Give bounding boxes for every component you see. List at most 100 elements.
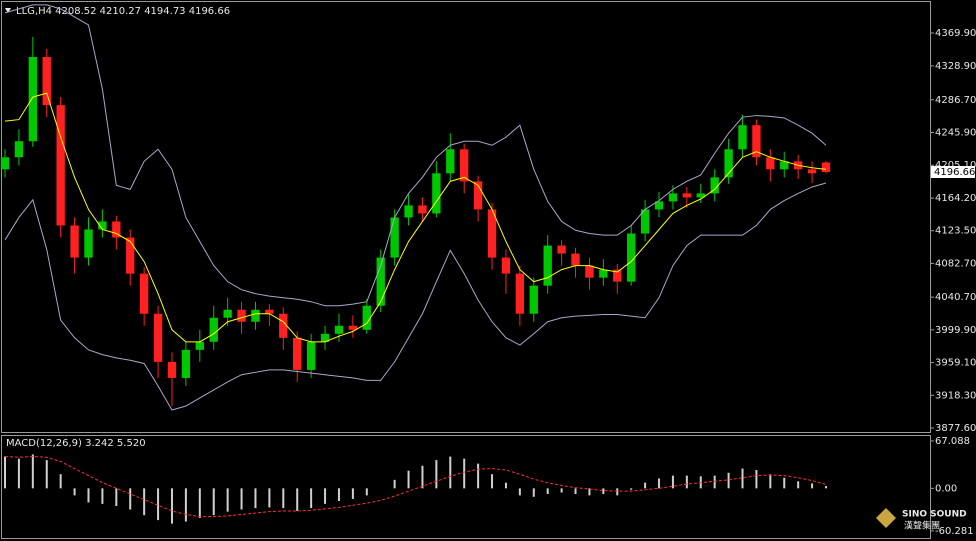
candle-body: [265, 309, 274, 314]
macd-bar: [463, 458, 466, 489]
macd-bar: [435, 460, 438, 489]
macd-bar: [17, 458, 20, 489]
macd-bar: [532, 488, 535, 497]
macd-bar: [825, 486, 827, 489]
macd-bar: [393, 479, 396, 489]
macd-bar: [282, 488, 285, 509]
candle-body: [807, 169, 817, 174]
macd-bar: [240, 488, 243, 510]
candle-body: [390, 217, 399, 258]
candle-body: [529, 285, 538, 314]
macd-bar: [797, 481, 800, 489]
collapse-icon[interactable]: [5, 8, 11, 13]
y-tick-label: 4328.90: [935, 61, 976, 72]
candle-body: [293, 337, 302, 370]
macd-bar: [143, 488, 146, 516]
macd-bar: [630, 488, 633, 490]
candle-body: [501, 257, 511, 274]
y-tick-label: 3959.10: [935, 358, 976, 369]
macd-bar: [685, 475, 688, 489]
macd-bar: [477, 463, 480, 489]
candle-body: [223, 309, 232, 318]
candle-body: [28, 56, 38, 142]
candle-body: [418, 205, 427, 214]
macd-bar: [407, 470, 410, 489]
macd-bar: [602, 488, 605, 494]
candle-body: [84, 229, 93, 258]
macd-panel: [1, 435, 931, 539]
y-tick-label: 4123.50: [935, 226, 976, 237]
candle-body: [320, 333, 330, 342]
candle-body: [139, 273, 149, 314]
macd-bar: [588, 488, 591, 496]
candle-body: [70, 225, 79, 258]
candle-body: [376, 257, 385, 306]
y-tick-label: -60.281: [935, 526, 974, 537]
y-tick-label: 67.088: [935, 436, 970, 447]
macd-bar: [449, 456, 452, 489]
candle-body: [668, 193, 678, 202]
macd-bar: [351, 488, 354, 499]
candle-body: [515, 273, 525, 314]
macd-bar: [574, 488, 577, 494]
macd-bar: [365, 488, 368, 496]
macd-bar: [87, 488, 90, 503]
macd-bar: [560, 488, 563, 493]
candle-body: [585, 265, 594, 278]
candle-body: [251, 309, 260, 322]
y-tick-label: 4369.90: [935, 28, 976, 39]
macd-bar: [755, 469, 758, 489]
macd-bar: [491, 474, 494, 489]
candle-body: [599, 269, 608, 278]
candle-body: [348, 325, 358, 330]
y-tick-label: 4082.70: [935, 258, 976, 269]
y-tick-label: 3877.60: [935, 423, 976, 434]
candle-body: [195, 341, 204, 350]
candle-body: [209, 317, 218, 342]
macd-bar: [421, 465, 424, 489]
candle-body: [56, 105, 65, 226]
candle-body: [780, 161, 789, 170]
candle-body: [126, 237, 135, 274]
candle-body: [821, 162, 831, 173]
macd-bar: [73, 488, 76, 496]
candle-body: [181, 349, 191, 378]
y-tick-label: 3999.90: [935, 325, 976, 336]
macd-bar: [727, 472, 730, 489]
y-tick-label: 4245.90: [935, 127, 976, 138]
macd-bar: [45, 460, 48, 489]
logo: SINO SOUND 漢聲集團: [876, 508, 967, 532]
candle-body: [432, 173, 441, 214]
candle-body: [738, 125, 747, 150]
price-tag: [931, 166, 975, 179]
candle-body: [334, 325, 344, 334]
macd-bar: [184, 488, 187, 522]
candle-body: [766, 157, 775, 170]
candle-body: [404, 205, 413, 218]
y-tick-label: 4286.70: [935, 95, 976, 106]
macd-bar: [713, 475, 716, 489]
macd-bar: [268, 488, 271, 508]
candle-body: [696, 193, 705, 198]
candle-body: [460, 149, 469, 182]
candle-body: [98, 221, 107, 230]
macd-bar: [226, 488, 229, 512]
candle-body: [362, 305, 371, 330]
macd-bar: [59, 474, 62, 489]
candle-body: [627, 233, 636, 282]
candle-body: [710, 177, 719, 194]
candle-body: [543, 245, 552, 286]
indicator-line: [4, 4, 827, 307]
macd-bar: [616, 488, 619, 496]
macd-bar: [129, 488, 132, 510]
candle-body: [724, 149, 733, 178]
macd-title: MACD(12,26,9) 3.242 5.520: [6, 438, 146, 449]
macd-bar: [518, 488, 521, 496]
indicator-line: [4, 182, 827, 411]
candle-body: [446, 149, 455, 174]
chart-title: LLG,H4 4208.52 4210.27 4194.73 4196.66: [16, 6, 230, 17]
macd-bar: [504, 482, 507, 489]
macd-bar: [658, 478, 661, 489]
candle-body: [571, 253, 580, 266]
